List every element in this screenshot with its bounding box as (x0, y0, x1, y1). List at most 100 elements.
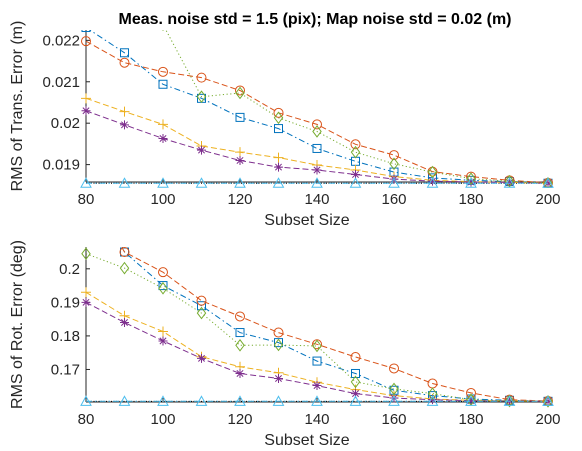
data-point-circle (273, 107, 284, 118)
data-point-asterisk (120, 317, 129, 327)
x-tick-label: 200 (535, 411, 560, 428)
data-point-diamond (504, 394, 515, 408)
data-point-asterisk (197, 353, 206, 363)
data-point-circle (389, 150, 399, 161)
data-point-circle (158, 267, 168, 278)
x-tick-label: 100 (150, 411, 175, 428)
series-asterisk (81, 106, 553, 188)
data-point-triangle (503, 395, 516, 406)
data-point-asterisk (120, 120, 129, 130)
data-point-asterisk (274, 162, 283, 172)
data-point-square (81, 30, 91, 33)
data-point-plus (158, 326, 168, 337)
data-point-plus (119, 106, 130, 117)
data-point-asterisk (197, 145, 206, 155)
data-point-diamond (162, 30, 164, 31)
data-point-triangle (503, 177, 516, 188)
data-point-asterisk (351, 170, 360, 180)
y-tick-label: 0.17 (51, 361, 80, 378)
data-point-circle (158, 66, 168, 77)
data-point-circle (235, 311, 245, 322)
series-line (88, 30, 549, 184)
data-point-triangle (80, 177, 92, 188)
x-tick-label: 120 (227, 411, 252, 428)
data-point-circle (196, 72, 207, 83)
data-point-diamond (235, 338, 245, 352)
y-tick-label: 0.022 (42, 32, 80, 49)
y-tick-label: 0.019 (42, 157, 80, 174)
x-tick-label: 120 (227, 191, 252, 208)
data-point-triangle (542, 177, 554, 188)
data-point-asterisk (235, 368, 245, 378)
data-point-square (312, 356, 322, 366)
data-point-triangle (118, 395, 131, 406)
x-tick-label: 180 (458, 191, 483, 208)
x-tick-label: 140 (304, 411, 329, 428)
data-point-plus (81, 93, 91, 104)
data-point-asterisk (81, 106, 91, 116)
data-point-asterisk (312, 165, 322, 175)
plot-area (80, 247, 554, 408)
data-point-circle (350, 139, 361, 150)
x-tick-label: 160 (381, 191, 406, 208)
data-point-diamond (543, 394, 553, 408)
data-point-square (158, 281, 168, 291)
data-point-plus (81, 287, 91, 298)
data-point-diamond (543, 176, 553, 188)
y-tick-label: 0.19 (51, 294, 80, 311)
x-tick-label: 140 (304, 191, 329, 208)
x-tick-label: 100 (150, 191, 175, 208)
data-point-diamond (350, 145, 361, 159)
data-point-triangle (349, 395, 362, 406)
data-point-triangle (465, 177, 477, 188)
x-tick-label: 160 (381, 411, 406, 428)
data-point-asterisk (466, 177, 476, 187)
data-point-triangle (311, 395, 323, 406)
data-point-square (274, 338, 283, 348)
data-point-triangle (80, 395, 92, 406)
data-point-circle (312, 119, 322, 130)
data-point-asterisk (389, 393, 399, 403)
data-point-triangle (311, 177, 323, 188)
y-tick-label: 0.021 (42, 74, 80, 91)
data-point-diamond (81, 247, 91, 261)
data-point-asterisk (235, 155, 245, 165)
data-point-diamond (158, 281, 168, 295)
y-axis-label: RMS of Rot. Error (deg) (9, 240, 26, 409)
top-chart-translation-error: 80 100 120 140 160 180 200 0.019 0.02 0.021 0.022 S… (9, 21, 561, 229)
data-point-triangle (195, 395, 208, 406)
data-point-triangle (426, 177, 439, 188)
x-tick-label: 80 (78, 411, 95, 428)
data-point-square (274, 124, 283, 134)
data-point-asterisk (351, 389, 360, 399)
data-point-circle (81, 36, 91, 47)
data-point-triangle (426, 395, 439, 406)
data-point-plus (158, 119, 168, 130)
data-point-triangle (195, 177, 208, 188)
data-point-asterisk (312, 381, 322, 391)
series-triangle (80, 395, 554, 406)
data-point-diamond (466, 172, 476, 186)
series-line (121, 247, 549, 402)
data-point-square (312, 143, 322, 153)
y-tick-label: 0.18 (51, 328, 80, 345)
data-point-asterisk (81, 297, 91, 307)
y-axis-label: RMS of Trans. Error (m) (9, 21, 26, 192)
data-point-diamond (504, 174, 515, 188)
data-point-asterisk (428, 176, 437, 186)
data-point-triangle (234, 395, 246, 406)
data-point-diamond (196, 306, 207, 320)
bottom-chart-rotation-error: 80 100 120 140 160 180 200 0.17 0.18 0.19 0.2 Subse… (9, 240, 561, 449)
x-tick-label: 180 (458, 411, 483, 428)
data-point-square (235, 112, 245, 122)
data-point-diamond (389, 157, 399, 171)
y-tick-label: 0.2 (59, 261, 80, 278)
data-point-circle (119, 57, 130, 68)
data-point-square (351, 368, 360, 378)
data-point-circle (119, 247, 130, 258)
data-point-diamond (273, 111, 284, 125)
data-point-triangle (465, 395, 477, 406)
data-point-triangle (542, 395, 554, 406)
data-point-triangle (157, 395, 169, 406)
